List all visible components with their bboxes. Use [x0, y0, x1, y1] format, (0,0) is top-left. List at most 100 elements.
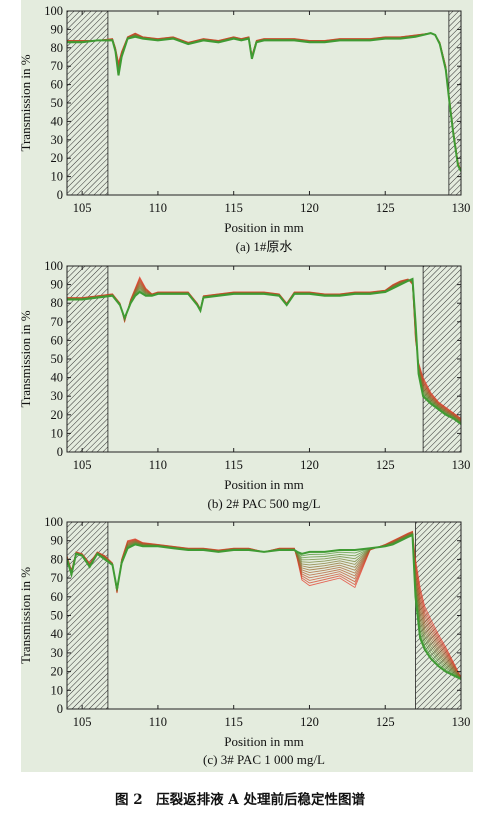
- x-axis-label: Position in mm: [224, 220, 303, 235]
- x-tick-label: 105: [73, 201, 92, 215]
- panel-caption: (c) 3# PAC 1 000 mg/L: [203, 752, 325, 767]
- scan-line-3: [67, 32, 461, 172]
- scan-line-8: [67, 279, 461, 422]
- y-tick-label: 50: [51, 352, 64, 366]
- scan-line-7: [67, 532, 461, 679]
- y-axis-label: Transmission in %: [18, 310, 33, 407]
- y-tick-label: 60: [51, 78, 64, 92]
- x-tick-label: 115: [225, 715, 243, 729]
- y-tick-label: 30: [51, 133, 64, 147]
- scan-line-11: [67, 32, 461, 172]
- chart-panel-1: 0 10 20 30 40 50 60 70 80 90 100 105 110 115 120 125 130…: [18, 4, 470, 254]
- scan-line-12: [67, 279, 461, 424]
- hatched-region-1: [66, 521, 109, 710]
- x-tick-label: 110: [149, 458, 167, 472]
- scan-line-5: [67, 279, 461, 421]
- y-tick-label: 50: [51, 96, 64, 110]
- y-tick-label: 70: [51, 59, 64, 73]
- y-tick-label: 80: [51, 552, 64, 566]
- scan-line-2: [67, 277, 461, 420]
- scan-line-11: [67, 279, 461, 424]
- x-tick-label: 110: [149, 715, 167, 729]
- x-tick-label: 120: [300, 715, 319, 729]
- scan-line-13: [67, 534, 461, 680]
- scan-line-12: [67, 533, 461, 680]
- y-tick-label: 90: [51, 278, 64, 292]
- scan-curves: [67, 276, 461, 425]
- scan-line-9: [67, 279, 461, 423]
- x-tick-label: 115: [225, 201, 243, 215]
- y-tick-label: 10: [51, 170, 64, 184]
- x-tick-label: 105: [73, 458, 92, 472]
- y-tick-label: 0: [57, 445, 63, 459]
- scan-line-4: [67, 32, 461, 172]
- y-axis-label: Transmission in %: [18, 567, 33, 664]
- y-tick-label: 70: [51, 315, 64, 329]
- y-tick-label: 90: [51, 22, 64, 36]
- x-tick-label: 115: [225, 458, 243, 472]
- y-tick-label: 80: [51, 41, 64, 55]
- y-tick-label: 80: [51, 296, 64, 310]
- scan-line-9: [67, 533, 461, 679]
- x-tick-label: 125: [376, 715, 395, 729]
- y-tick-label: 20: [51, 151, 64, 165]
- scan-line-6: [67, 32, 461, 172]
- scan-line-14: [67, 32, 461, 172]
- panel-caption: (a) 1#原水: [236, 239, 293, 254]
- y-tick-label: 90: [51, 534, 64, 548]
- figure-caption: 图 2 压裂返排液 A 处理前后稳定性图谱: [115, 792, 365, 808]
- y-tick-label: 100: [44, 515, 63, 529]
- y-tick-label: 100: [44, 259, 63, 273]
- y-tick-label: 60: [51, 590, 64, 604]
- y-tick-label: 50: [51, 609, 64, 623]
- y-tick-label: 20: [51, 408, 64, 422]
- y-tick-label: 0: [57, 188, 63, 202]
- x-tick-label: 120: [300, 201, 319, 215]
- x-tick-label: 130: [452, 458, 471, 472]
- scan-line-8: [67, 32, 461, 172]
- hatched-region-1: [66, 265, 109, 453]
- scan-line-7: [67, 279, 461, 422]
- scan-line-3: [67, 278, 461, 420]
- scan-line-10: [67, 32, 461, 172]
- x-tick-label: 125: [376, 458, 395, 472]
- scan-line-11: [67, 533, 461, 679]
- scan-line-12: [67, 32, 461, 172]
- x-axis-label: Position in mm: [224, 734, 303, 749]
- scan-line-5: [67, 32, 461, 172]
- scan-line-7: [67, 32, 461, 172]
- scan-line-9: [67, 32, 461, 172]
- scan-line-14: [67, 277, 461, 425]
- scan-line-10: [67, 533, 461, 679]
- hatched-region-1: [66, 10, 109, 196]
- x-tick-label: 130: [452, 201, 471, 215]
- y-tick-label: 30: [51, 389, 64, 403]
- x-tick-label: 120: [300, 458, 319, 472]
- y-tick-label: 100: [44, 4, 63, 18]
- y-axis-label: Transmission in %: [18, 54, 33, 151]
- scan-line-6: [67, 279, 461, 422]
- panel-caption: (b) 2# PAC 500 mg/L: [208, 496, 321, 511]
- y-tick-label: 70: [51, 571, 64, 585]
- scan-line-14: [67, 533, 461, 680]
- y-tick-label: 40: [51, 371, 64, 385]
- scan-line-8: [67, 532, 461, 679]
- scan-line-13: [67, 32, 461, 172]
- y-tick-label: 40: [51, 627, 64, 641]
- scan-line-2: [67, 32, 461, 172]
- x-axis-label: Position in mm: [224, 477, 303, 492]
- y-tick-label: 60: [51, 333, 64, 347]
- chart-panel-2: 0 10 20 30 40 50 60 70 80 90 100 105 110 115 120 125 130…: [18, 259, 470, 511]
- y-tick-label: 20: [51, 665, 64, 679]
- scan-line-10: [67, 279, 461, 423]
- chart-panel-3: 0 10 20 30 40 50 60 70 80 90 100 105 110 115 120 125 130…: [18, 515, 470, 767]
- scan-line-1: [67, 32, 461, 172]
- scan-curves: [67, 530, 461, 680]
- scan-line-1: [67, 276, 461, 419]
- x-tick-label: 105: [73, 715, 92, 729]
- hatched-region-2: [422, 265, 462, 453]
- y-tick-label: 10: [51, 426, 64, 440]
- y-tick-label: 10: [51, 683, 64, 697]
- x-tick-label: 110: [149, 201, 167, 215]
